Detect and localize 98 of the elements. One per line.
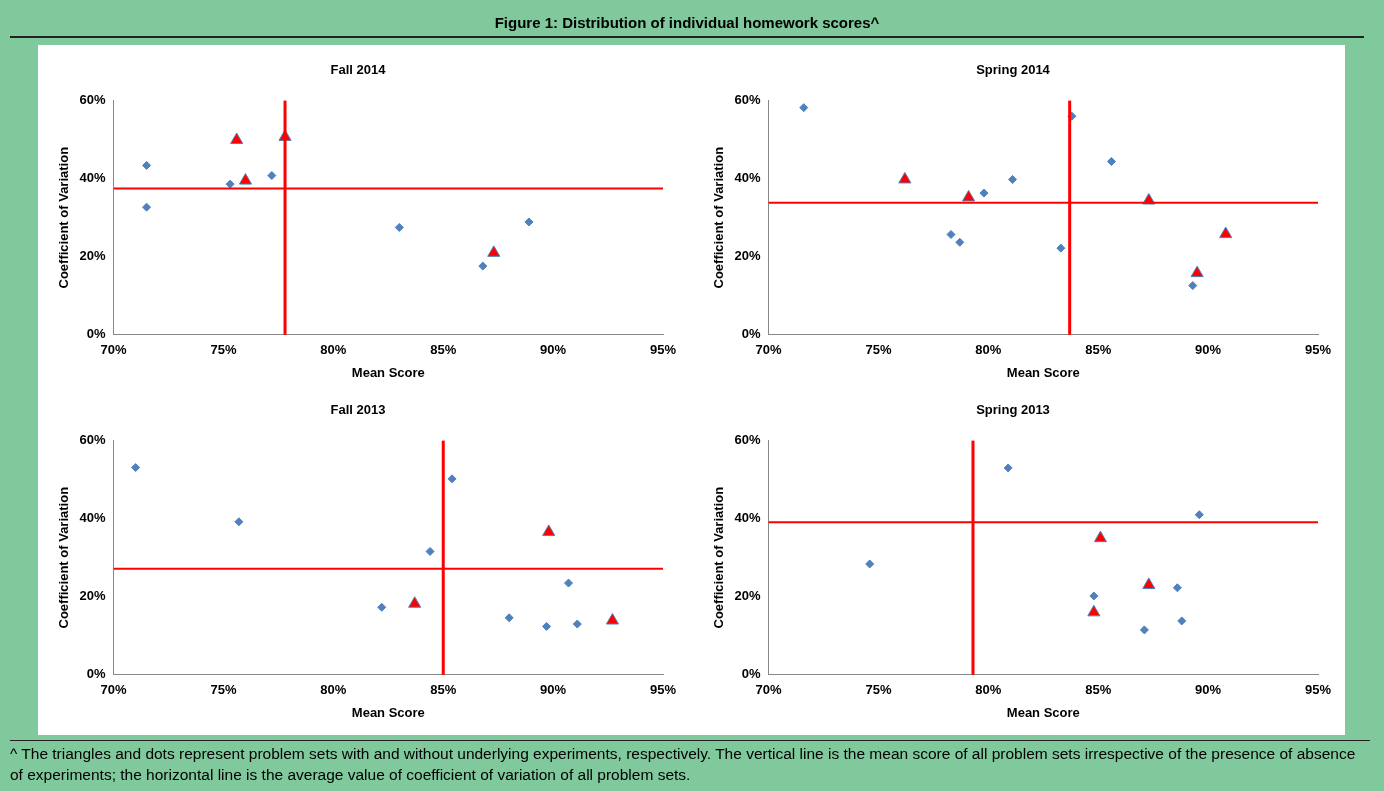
point [447,474,457,484]
chart-title: Fall 2013 [330,402,386,418]
y-tick-label: 40% [734,510,762,526]
y-tick-label: 0% [741,326,762,342]
x-tick-label: 80% [320,682,347,698]
point [1003,463,1013,473]
point [955,237,965,247]
x-tick-label: 80% [320,342,347,358]
x-tick-label: 70% [100,682,128,698]
point [1139,625,1149,635]
point [1087,604,1101,617]
x-tick-label: 75% [210,342,237,358]
x-tick-label: 90% [540,342,567,358]
x-tick-label: 75% [210,682,237,698]
x-tick-label: 70% [755,342,783,358]
x-tick-label: 95% [649,342,677,358]
y-tick-label: 60% [79,432,107,448]
y-tick-label: 20% [734,588,762,604]
point [946,229,956,239]
point [1190,265,1204,278]
y-tick-label: 40% [79,510,107,526]
caption: Figure 1: Distribution of individual homework scores^ [10,10,1364,38]
point [234,517,244,527]
point [238,173,253,185]
point [377,602,387,612]
y-tick-label: 0% [741,666,762,682]
point [962,189,976,202]
point [1056,243,1066,253]
y-tick-label: 20% [734,248,762,264]
text: ^ The triangles and dots represent problem sets with and without underlying experiments, respectively. The vertical line is the mean score of all problem sets irrespective of the presence of absence of experiments; the horizontal line is the average value of coefficient of variation of all problem sets. [10,740,1370,785]
point [1188,281,1198,291]
x-tick-label: 95% [1304,342,1332,358]
y-tick-label: 0% [86,326,107,342]
chart-title: Spring 2013 [976,402,1050,418]
x-tick-label: 85% [430,682,457,698]
y-axis-title: Coefficient of Variation [56,146,72,289]
point [225,179,235,189]
x-tick-label: 80% [975,682,1002,698]
point [142,202,152,212]
x-tick-label: 80% [975,342,1002,358]
point [1142,577,1156,590]
x-tick-label: 85% [1085,682,1112,698]
x-tick-label: 90% [540,682,567,698]
x-tick-label: 90% [1195,342,1222,358]
point [487,245,501,257]
point [898,171,912,184]
point [564,578,574,588]
point [131,463,141,473]
x-tick-label: 85% [430,342,457,358]
y-axis-title: Coefficient of Variation [56,486,72,629]
point [799,103,809,113]
x-axis-title: Mean Score [351,364,425,380]
point [230,132,244,145]
y-tick-label: 60% [734,432,762,448]
chart-title: Fall 2014 [330,62,387,78]
point [979,188,989,198]
y-tick-label: 0% [86,666,107,682]
point [1177,616,1187,626]
point [1106,156,1116,166]
point [478,261,488,271]
point [267,171,277,181]
x-tick-label: 70% [755,682,783,698]
y-tick-label: 60% [734,92,762,108]
point [1172,583,1182,593]
point [394,222,404,232]
x-tick-label: 70% [100,342,128,358]
y-tick-label: 20% [79,588,107,604]
y-tick-label: 40% [79,170,107,186]
point [605,613,620,625]
point [504,613,514,623]
point [425,546,435,556]
point [524,217,534,227]
x-tick-label: 95% [649,682,677,698]
y-tick-label: 60% [79,92,107,108]
x-axis-title: Mean Score [1006,704,1080,720]
point [1089,591,1099,601]
x-axis-title: Mean Score [1006,364,1080,380]
point [1093,530,1108,543]
point [142,160,152,170]
y-axis-title: Coefficient of Variation [711,146,727,289]
x-tick-label: 95% [1304,682,1332,698]
y-tick-label: 20% [79,248,107,264]
x-tick-label: 75% [865,342,892,358]
chart-title: Spring 2014 [976,62,1051,78]
point [408,596,422,608]
point [542,524,556,536]
point [542,621,552,631]
x-tick-label: 85% [1085,342,1112,358]
y-tick-label: 40% [734,170,762,186]
x-tick-label: 75% [865,682,892,698]
y-axis-title: Coefficient of Variation [711,486,727,629]
point [1219,226,1233,239]
point [865,559,875,569]
point [1008,174,1018,184]
x-tick-label: 90% [1195,682,1222,698]
point [572,619,582,629]
x-axis-title: Mean Score [351,704,425,720]
point [1194,510,1204,520]
